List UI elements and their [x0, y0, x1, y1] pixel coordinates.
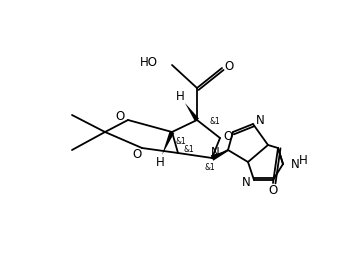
Polygon shape: [162, 131, 174, 155]
Text: &1: &1: [176, 137, 187, 146]
Text: N: N: [291, 158, 300, 170]
Polygon shape: [185, 103, 199, 122]
Text: H: H: [156, 157, 164, 170]
Text: H: H: [176, 90, 184, 104]
Text: N: N: [242, 177, 251, 189]
Polygon shape: [211, 150, 230, 161]
Text: N: N: [256, 115, 265, 127]
Text: O: O: [224, 60, 233, 72]
Text: &1: &1: [205, 163, 215, 172]
Text: O: O: [132, 148, 142, 161]
Text: O: O: [268, 185, 278, 197]
Text: O: O: [223, 130, 233, 142]
Text: O: O: [115, 111, 125, 124]
Text: &1: &1: [209, 117, 220, 126]
Text: H: H: [299, 153, 308, 167]
Text: &1: &1: [184, 144, 195, 153]
Text: HO: HO: [140, 57, 158, 69]
Text: N: N: [211, 145, 220, 159]
